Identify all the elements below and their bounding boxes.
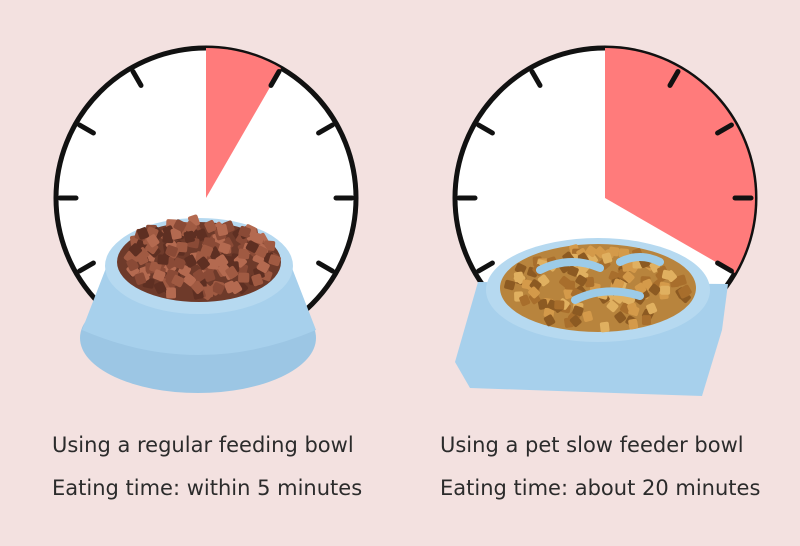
kibble — [128, 243, 142, 257]
kibble — [146, 234, 160, 248]
kibble — [136, 227, 150, 240]
kibble — [554, 300, 565, 310]
kibble — [614, 311, 627, 324]
kibble — [585, 245, 598, 258]
time-wedge — [206, 48, 281, 198]
tick — [77, 260, 96, 274]
kibble — [660, 285, 671, 295]
kibble — [166, 287, 177, 299]
kibble — [191, 280, 205, 294]
tick — [268, 69, 282, 88]
kibble — [165, 244, 178, 257]
kibble — [251, 232, 265, 245]
kibble — [183, 273, 197, 287]
kibble — [157, 254, 169, 265]
kibble — [514, 263, 527, 275]
kibble — [154, 281, 167, 295]
kibble — [599, 321, 610, 333]
kibble — [680, 284, 692, 297]
kibble — [162, 232, 174, 244]
kibble — [134, 272, 147, 285]
kibble — [567, 265, 579, 277]
kibble — [519, 294, 531, 307]
feeder-ridges — [536, 253, 664, 304]
tick — [715, 260, 734, 274]
kibble — [513, 271, 524, 283]
kibble — [171, 274, 185, 288]
kibble — [238, 248, 250, 260]
kibble — [646, 302, 658, 315]
kibble — [203, 269, 216, 282]
regular-bowl — [80, 214, 316, 393]
food-pieces — [123, 214, 281, 301]
kibble — [126, 258, 139, 272]
tick — [715, 122, 734, 136]
kibble — [268, 254, 281, 267]
kibble — [204, 220, 217, 233]
kibble — [216, 223, 229, 237]
kibble — [648, 283, 661, 296]
kibble — [622, 271, 635, 283]
kibble — [606, 300, 619, 313]
kibble — [569, 315, 582, 327]
kibble — [229, 281, 243, 295]
tick — [316, 260, 335, 274]
kibble — [528, 286, 540, 299]
tick — [77, 122, 96, 136]
kibble — [572, 305, 584, 317]
kibble — [564, 280, 576, 290]
kibble — [245, 240, 259, 253]
kibble — [543, 314, 556, 327]
kibble — [170, 227, 182, 240]
kibble — [183, 220, 197, 234]
tick — [130, 69, 144, 88]
tick — [529, 69, 543, 88]
caption-title: Using a pet slow feeder bowl — [440, 433, 744, 457]
kibble — [225, 266, 239, 280]
kibble — [218, 242, 231, 254]
kibble — [183, 230, 195, 243]
kibble — [263, 240, 276, 251]
kibble — [200, 244, 213, 257]
caption-time: Eating time: within 5 minutes — [52, 476, 363, 500]
kibble — [176, 241, 188, 253]
kibble — [575, 274, 588, 287]
kibble — [628, 318, 639, 330]
kibble — [641, 315, 651, 326]
kibble — [676, 274, 687, 286]
caption-title: Using a regular feeding bowl — [52, 433, 354, 457]
kibble — [584, 276, 595, 288]
kibble — [173, 219, 187, 232]
tick — [476, 122, 495, 136]
kibble — [192, 269, 206, 283]
kibble — [628, 305, 640, 317]
kibble — [582, 310, 593, 322]
tick — [316, 122, 335, 136]
kibble — [207, 258, 220, 270]
kibble — [251, 273, 264, 287]
kibble — [537, 298, 548, 310]
time-wedge — [605, 48, 755, 273]
kibble — [665, 270, 677, 282]
kibble — [211, 282, 225, 295]
kibble — [601, 252, 613, 264]
kibble — [184, 254, 197, 268]
kibble — [173, 257, 186, 270]
kibble — [521, 279, 533, 290]
tick — [476, 260, 495, 274]
kibble — [238, 225, 251, 238]
slow-feeder-bowl — [455, 238, 728, 396]
tick — [667, 69, 681, 88]
kibble — [196, 256, 210, 270]
kibble — [238, 272, 250, 283]
kibble — [152, 269, 166, 282]
kibble — [256, 260, 270, 273]
kibble — [254, 245, 268, 258]
caption-time: Eating time: about 20 minutes — [440, 476, 761, 500]
kibble — [563, 287, 574, 300]
kibble — [504, 279, 516, 291]
